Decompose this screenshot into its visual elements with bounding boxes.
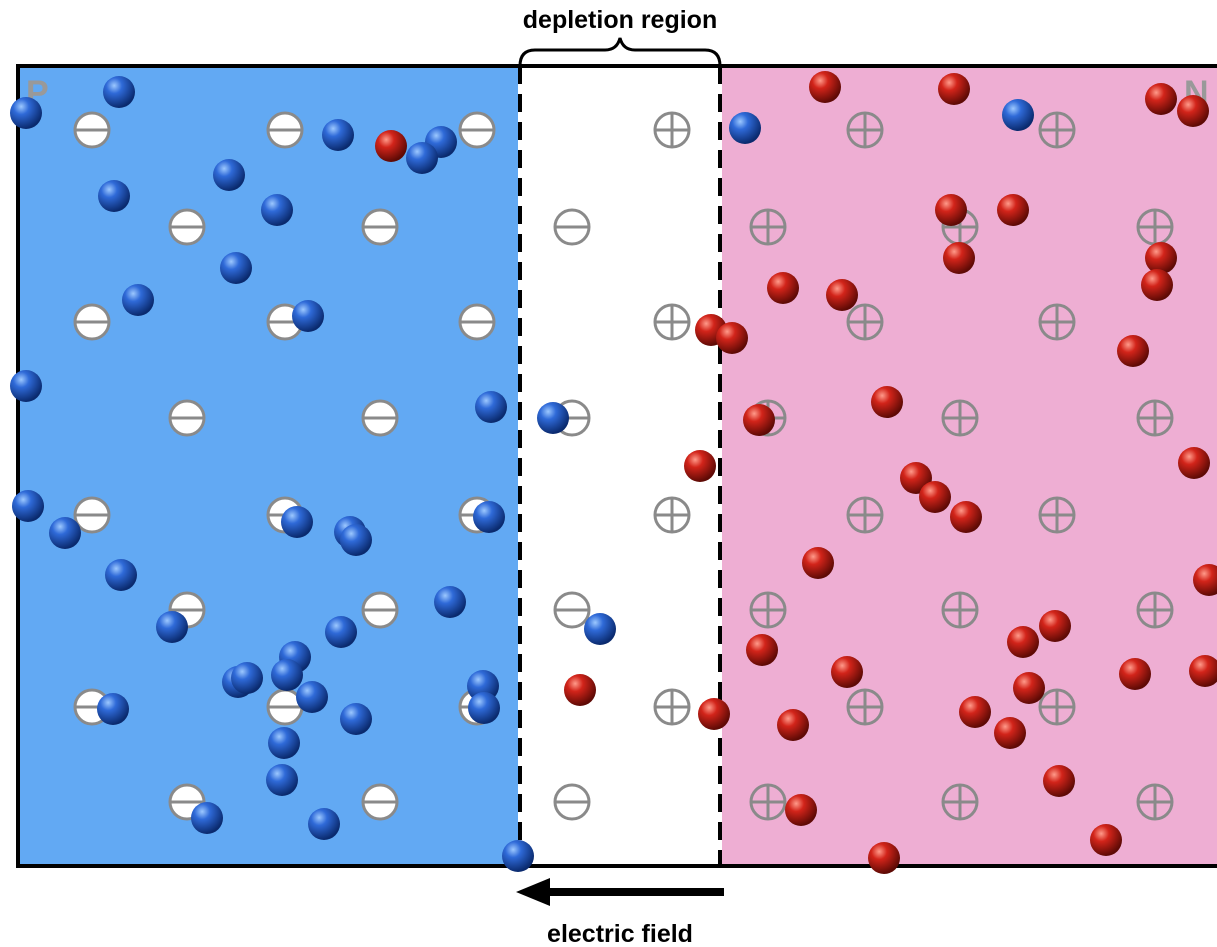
hole (1002, 99, 1034, 131)
hole (271, 659, 303, 691)
electron (950, 501, 982, 533)
hole (105, 559, 137, 591)
hole (308, 808, 340, 840)
electron (1145, 242, 1177, 274)
hole (584, 613, 616, 645)
electron (935, 194, 967, 226)
hole (191, 802, 223, 834)
hole (122, 284, 154, 316)
hole (261, 194, 293, 226)
electron (871, 386, 903, 418)
hole (340, 703, 372, 735)
hole (231, 662, 263, 694)
hole (49, 517, 81, 549)
hole (98, 180, 130, 212)
hole (10, 370, 42, 402)
electron (1178, 447, 1210, 479)
electron (1119, 658, 1151, 690)
electron (1043, 765, 1075, 797)
hole (156, 611, 188, 643)
electron (716, 322, 748, 354)
hole (502, 840, 534, 872)
pn-junction-diagram: P N depletion region electric field (0, 0, 1217, 947)
electron (1145, 83, 1177, 115)
field-arrowhead (516, 878, 550, 906)
hole (729, 112, 761, 144)
hole (220, 252, 252, 284)
electron (743, 404, 775, 436)
hole (406, 142, 438, 174)
electron (831, 656, 863, 688)
p-region (18, 66, 518, 866)
hole (268, 727, 300, 759)
electron (746, 634, 778, 666)
n-region (722, 66, 1217, 866)
brace (520, 38, 720, 66)
electron (785, 794, 817, 826)
electron (802, 547, 834, 579)
hole (325, 616, 357, 648)
hole (537, 402, 569, 434)
electron (938, 73, 970, 105)
electron (809, 71, 841, 103)
hole (97, 693, 129, 725)
electron (375, 130, 407, 162)
hole (266, 764, 298, 796)
bottom-label: electric field (547, 920, 693, 947)
electron (997, 194, 1029, 226)
hole (103, 76, 135, 108)
hole (468, 692, 500, 724)
top-label: depletion region (523, 6, 717, 34)
electron (698, 698, 730, 730)
electron (943, 242, 975, 274)
hole (12, 490, 44, 522)
hole (292, 300, 324, 332)
electron (1141, 269, 1173, 301)
electron (777, 709, 809, 741)
hole (296, 681, 328, 713)
hole (213, 159, 245, 191)
electron (767, 272, 799, 304)
electron (564, 674, 596, 706)
hole (340, 524, 372, 556)
hole (434, 586, 466, 618)
electron (1090, 824, 1122, 856)
electron (994, 717, 1026, 749)
electron (1117, 335, 1149, 367)
hole (322, 119, 354, 151)
hole (473, 501, 505, 533)
electron (1007, 626, 1039, 658)
electron (868, 842, 900, 874)
hole (475, 391, 507, 423)
electron (1039, 610, 1071, 642)
electron (826, 279, 858, 311)
electron (919, 481, 951, 513)
electron (1177, 95, 1209, 127)
electron (1013, 672, 1045, 704)
electron (959, 696, 991, 728)
hole (10, 97, 42, 129)
electron (684, 450, 716, 482)
hole (281, 506, 313, 538)
